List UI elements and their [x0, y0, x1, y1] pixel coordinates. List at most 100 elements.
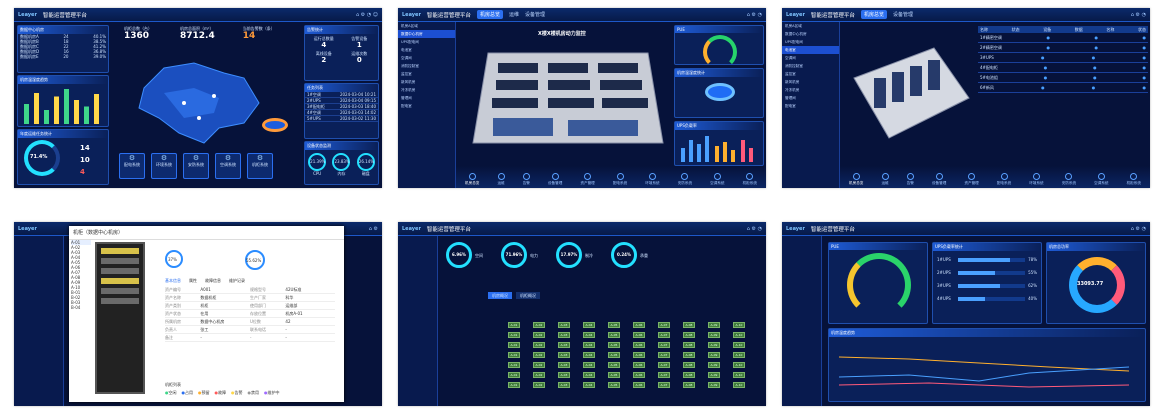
status-chip[interactable]: ●	[1142, 35, 1147, 40]
cabinet-cell[interactable]: A-07	[658, 332, 670, 338]
sidebar-item[interactable]: 配电室	[401, 103, 412, 108]
cabinet-cell[interactable]: A-02	[533, 382, 545, 388]
bottom-nav-item[interactable]: 资产管理	[580, 173, 595, 186]
sidebar-item[interactable]: 数据中心机房	[785, 31, 807, 36]
bottom-nav-item[interactable]: 机柜系统	[743, 173, 757, 186]
cabinet-cell[interactable]: A-03	[558, 352, 570, 358]
cabinet-cell[interactable]: A-03	[558, 322, 570, 328]
cabinet-cell[interactable]: A-06	[633, 372, 645, 378]
cabinet-cell[interactable]: A-10	[733, 382, 745, 388]
detail-tab[interactable]: 故障信息	[205, 278, 221, 283]
table-row[interactable]: 3#UPS ● ● ●	[978, 53, 1148, 63]
status-chip[interactable]: ●	[1142, 65, 1146, 70]
cabinet-list-item[interactable]: A-08	[71, 275, 81, 280]
sidebar-item[interactable]: UPS配电间	[785, 39, 803, 44]
cabinet-cell[interactable]: A-01	[508, 362, 520, 368]
cabinet-list-item[interactable]: B-01	[71, 290, 81, 295]
header-icons[interactable]: ⌂ ⚙ ◔	[1130, 225, 1146, 232]
table-row[interactable]: 数据机房A 24 40.1%	[18, 34, 108, 39]
cabinet-cell[interactable]: A-06	[633, 332, 645, 338]
cabinet-cell[interactable]: A-08	[683, 332, 695, 338]
cabinet-list-item[interactable]: A-03	[71, 250, 81, 255]
status-chip[interactable]: ●	[1091, 55, 1096, 60]
cabinet-cell[interactable]: A-07	[658, 322, 670, 328]
bottom-nav-item[interactable]: 环境系统	[1029, 173, 1044, 186]
status-chip[interactable]: ●	[1142, 85, 1146, 90]
nav-device[interactable]: 设备管理	[892, 12, 913, 18]
sidebar-item[interactable]: 管理间	[401, 95, 412, 100]
cabinet-cell[interactable]: A-06	[633, 322, 645, 328]
bottom-nav-item[interactable]: 环境系统	[645, 173, 660, 186]
cabinet-list-item[interactable]: A-07	[71, 270, 81, 275]
cabinet-cell[interactable]: A-02	[533, 362, 545, 368]
system-tile[interactable]: ⚙ 配电系统	[119, 153, 145, 179]
room-3d-view[interactable]	[468, 38, 668, 153]
bottom-nav-item[interactable]: 机房总览	[465, 173, 479, 186]
cabinet-cell[interactable]: A-03	[558, 332, 570, 338]
nav-ops[interactable]: 运维	[508, 12, 519, 18]
table-row[interactable]: 数据机房B 18 38.5%	[18, 39, 108, 44]
status-chip[interactable]: ●	[1142, 55, 1146, 60]
cabinet-cell[interactable]: A-10	[733, 342, 745, 348]
cabinet-cell[interactable]: A-02	[533, 332, 545, 338]
cabinet-cell[interactable]: A-08	[683, 352, 695, 358]
nav-overview[interactable]: 机房总览	[476, 10, 503, 19]
detail-tab[interactable]: 属性	[189, 278, 197, 283]
cabinet-cell[interactable]: A-01	[508, 322, 520, 328]
sidebar-item[interactable]: 电池室	[782, 46, 839, 54]
bottom-nav-item[interactable]: 安防系统	[678, 173, 692, 186]
cabinet-cell[interactable]: A-01	[508, 342, 520, 348]
cabinet-cell[interactable]: A-08	[683, 342, 695, 348]
system-tile[interactable]: ⚙ 空调系统	[215, 153, 241, 179]
cabinet-cell[interactable]: A-05	[608, 332, 620, 338]
cabinet-list-item[interactable]: A-04	[71, 255, 81, 260]
cabinet-cell[interactable]: A-01	[508, 332, 520, 338]
bottom-nav-item[interactable]: 告警	[523, 173, 530, 186]
cabinet-cell[interactable]: A-03	[558, 382, 570, 388]
bottom-nav-item[interactable]: 告警	[907, 173, 914, 186]
cabinet-list-item[interactable]: A-02	[71, 245, 81, 250]
sidebar-item[interactable]: 空调间	[785, 55, 796, 60]
cabinet-cell[interactable]: A-09	[708, 332, 720, 338]
status-chip[interactable]: ●	[1041, 55, 1045, 60]
detail-tab[interactable]: 基本信息	[165, 278, 181, 283]
cabinet-cell[interactable]: A-01	[508, 382, 520, 388]
sidebar-item[interactable]: 机房A区域	[785, 23, 802, 28]
bottom-nav-item[interactable]: 运维	[497, 173, 505, 186]
table-row[interactable]: 1#精密空调 ● ● ●	[978, 33, 1148, 43]
cabinet-cell[interactable]: A-08	[683, 362, 695, 368]
sidebar-item[interactable]: 数据中心机房	[398, 30, 455, 38]
cabinet-cell[interactable]: A-07	[658, 382, 670, 388]
grid-tab[interactable]: 机房概况	[488, 292, 512, 299]
cabinet-cell[interactable]: A-04	[583, 362, 595, 368]
table-row[interactable]: 4#配电柜 ● ● ●	[978, 63, 1148, 73]
cabinet-cell[interactable]: A-06	[633, 342, 645, 348]
cabinet-cell[interactable]: A-09	[708, 372, 720, 378]
cabinet-list-item[interactable]: A-09	[71, 280, 81, 285]
sidebar-item[interactable]: 消防控制室	[401, 63, 419, 68]
cabinet-cell[interactable]: A-10	[733, 362, 745, 368]
bottom-nav-item[interactable]: 机房总览	[849, 173, 863, 186]
bottom-nav-item[interactable]: 设备管理	[932, 173, 946, 186]
header-icons[interactable]: ⌂ ⚙ ◔	[746, 11, 762, 18]
status-chip[interactable]: ●	[1041, 85, 1045, 90]
system-tile[interactable]: ⚙ 安防系统	[183, 153, 209, 179]
cabinet-cell[interactable]: A-07	[658, 342, 670, 348]
sidebar-item[interactable]: UPS配电间	[401, 39, 419, 44]
cabinet-list-item[interactable]: A-06	[71, 265, 81, 270]
bottom-nav-item[interactable]: 机柜系统	[1127, 173, 1141, 186]
system-tile[interactable]: ⚙ 机柜系统	[247, 153, 273, 179]
cabinet-list-item[interactable]: B-03	[71, 300, 81, 305]
status-chip[interactable]: ●	[1093, 75, 1097, 80]
nav-overview[interactable]: 机房总览	[860, 10, 887, 19]
cabinet-cell[interactable]: A-09	[708, 322, 720, 328]
status-chip[interactable]: ●	[1094, 45, 1098, 50]
sidebar-item[interactable]: 空调间	[401, 55, 412, 60]
sidebar-item[interactable]: 管理间	[785, 95, 796, 100]
header-icons[interactable]: ⌂ ⚙ ◔	[1130, 11, 1146, 18]
cabinet-cell[interactable]: A-09	[708, 382, 720, 388]
task-row[interactable]: 5#UPS 2024-03-02 11:30	[305, 116, 378, 122]
cabinet-cell[interactable]: A-06	[633, 362, 645, 368]
table-row[interactable]: 2#精密空调 ● ● ●	[978, 43, 1148, 53]
status-chip[interactable]: ●	[1091, 85, 1096, 90]
